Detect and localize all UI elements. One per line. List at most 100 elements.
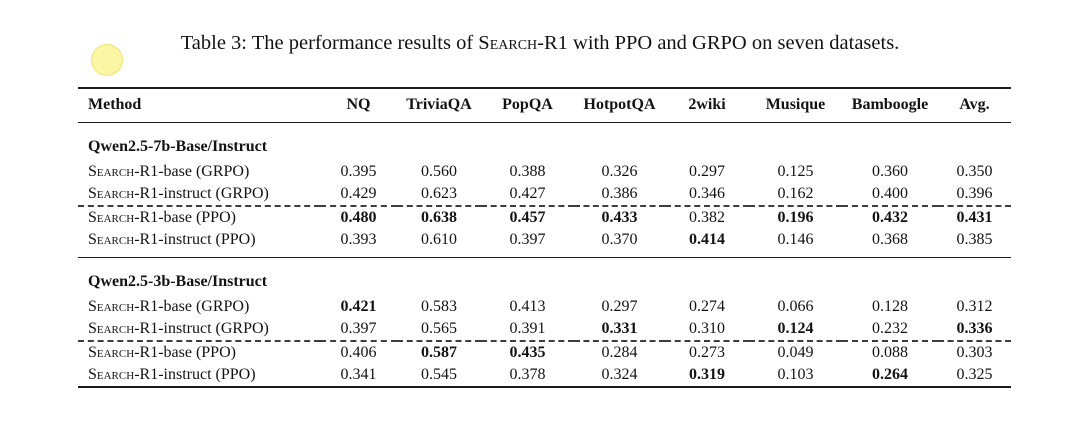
method-rest: -R1-base (GRPO) bbox=[134, 297, 250, 315]
table-caption: Table 3: The performance results of Sear… bbox=[0, 32, 1080, 55]
metric-value: 0.457 bbox=[481, 205, 574, 229]
method-smallcaps: Search bbox=[88, 209, 135, 226]
method-name: Search-R1-instruct (GRPO) bbox=[78, 318, 320, 341]
metric-value: 0.395 bbox=[340, 162, 377, 180]
metric-value: 0.341 bbox=[340, 366, 377, 383]
metric-value: 0.297 bbox=[689, 162, 725, 180]
method-name: Search-R1-base (GRPO) bbox=[78, 160, 320, 183]
table-row: Search-R1-base (GRPO) 0.395 0.560 0.388 … bbox=[78, 160, 1011, 183]
metric-value: 0.583 bbox=[421, 297, 457, 315]
table-row: Search-R1-base (GRPO) 0.421 0.583 0.413 … bbox=[78, 295, 1011, 318]
metric-value: 0.274 bbox=[689, 297, 725, 315]
metric-value: 0.346 bbox=[689, 185, 725, 202]
metric-value: 0.393 bbox=[320, 229, 397, 258]
method-name: Search-R1-instruct (PPO) bbox=[78, 229, 320, 258]
metric-value: 0.066 bbox=[777, 297, 814, 315]
metric-value: 0.297 bbox=[601, 297, 638, 315]
metric-value: 0.303 bbox=[938, 340, 1011, 364]
model-group-header-7b: Qwen2.5-7b-Base/Instruct bbox=[78, 122, 1011, 160]
metric-value: 0.427 bbox=[509, 185, 546, 202]
metric-value: 0.429 bbox=[340, 185, 377, 202]
metric-value: 0.400 bbox=[872, 185, 908, 202]
metric-value: 0.124 bbox=[777, 320, 814, 337]
column-header-avg: Avg. bbox=[938, 88, 1011, 123]
metric-value: 0.382 bbox=[665, 205, 749, 229]
metric-value: 0.232 bbox=[872, 320, 908, 337]
metric-value: 0.325 bbox=[956, 366, 993, 383]
metric-value: 0.273 bbox=[665, 340, 749, 364]
metric-value: 0.162 bbox=[777, 185, 814, 202]
column-header-method: Method bbox=[78, 88, 320, 123]
method-rest: -R1-instruct (PPO) bbox=[134, 231, 256, 249]
metric-value: 0.435 bbox=[481, 340, 574, 364]
metric-value: 0.264 bbox=[872, 366, 908, 383]
metric-value: 0.391 bbox=[509, 320, 546, 337]
method-smallcaps: Search bbox=[88, 320, 135, 337]
metric-value: 0.414 bbox=[665, 229, 749, 258]
metric-value: 0.587 bbox=[397, 340, 481, 364]
column-header-2wiki: 2wiki bbox=[665, 88, 749, 123]
metric-value: 0.431 bbox=[938, 205, 1011, 229]
method-rest: -R1-instruct (PPO) bbox=[134, 366, 256, 383]
header-row: Method NQ TriviaQA PopQA HotpotQA 2wiki … bbox=[78, 88, 1011, 123]
metric-value: 0.324 bbox=[601, 366, 638, 383]
column-header-popqa: PopQA bbox=[481, 88, 574, 123]
column-header-nq: NQ bbox=[320, 88, 397, 123]
column-header-bamboogle: Bamboogle bbox=[842, 88, 938, 123]
table-row: Search-R1-base (PPO) 0.480 0.638 0.457 0… bbox=[78, 205, 1011, 229]
metric-value: 0.312 bbox=[956, 297, 993, 315]
method-smallcaps: Search bbox=[88, 162, 135, 180]
metric-value: 0.623 bbox=[421, 185, 457, 202]
metric-value: 0.350 bbox=[956, 162, 993, 180]
method-rest: -R1-base (PPO) bbox=[134, 209, 236, 226]
metric-value: 0.146 bbox=[749, 229, 842, 258]
metric-value: 0.319 bbox=[689, 366, 725, 383]
model-group-title: Qwen2.5-3b-Base/Instruct bbox=[88, 272, 268, 290]
metric-value: 0.545 bbox=[421, 366, 457, 383]
table-row: Search-R1-instruct (GRPO) 0.429 0.623 0.… bbox=[78, 183, 1011, 206]
metric-value: 0.310 bbox=[689, 320, 725, 337]
caption-text: The performance results of bbox=[251, 32, 479, 54]
results-table: Method NQ TriviaQA PopQA HotpotQA 2wiki … bbox=[78, 87, 1011, 388]
metric-value: 0.049 bbox=[749, 340, 842, 364]
method-rest: -R1-base (PPO) bbox=[134, 344, 236, 361]
metric-value: 0.386 bbox=[601, 185, 638, 202]
method-name: Search-R1-base (GRPO) bbox=[78, 295, 320, 318]
column-header-musique: Musique bbox=[749, 88, 842, 123]
column-header-hotpotqa: HotpotQA bbox=[574, 88, 665, 123]
metric-value: 0.128 bbox=[872, 297, 908, 315]
metric-value: 0.413 bbox=[509, 297, 546, 315]
metric-value: 0.421 bbox=[340, 297, 377, 315]
metric-value: 0.396 bbox=[956, 185, 993, 202]
method-smallcaps: Search bbox=[88, 231, 135, 249]
metric-value: 0.284 bbox=[574, 340, 665, 364]
metric-value: 0.125 bbox=[777, 162, 814, 180]
method-smallcaps: Search bbox=[88, 366, 135, 383]
metric-value: 0.360 bbox=[872, 162, 908, 180]
model-group-title: Qwen2.5-7b-Base/Instruct bbox=[88, 137, 268, 155]
metric-value: 0.196 bbox=[749, 205, 842, 229]
method-name: Search-R1-base (PPO) bbox=[78, 340, 320, 364]
metric-value: 0.103 bbox=[777, 366, 814, 383]
caption-text-tail: -R1 with PPO and GRPO on seven datasets. bbox=[537, 32, 900, 54]
metric-value: 0.326 bbox=[601, 162, 638, 180]
metric-value: 0.432 bbox=[842, 205, 938, 229]
metric-value: 0.397 bbox=[340, 320, 377, 337]
metric-value: 0.560 bbox=[421, 162, 457, 180]
metric-value: 0.433 bbox=[574, 205, 665, 229]
metric-value: 0.397 bbox=[481, 229, 574, 258]
metric-value: 0.388 bbox=[509, 162, 546, 180]
model-group-header-3b: Qwen2.5-3b-Base/Instruct bbox=[78, 257, 1011, 295]
metric-value: 0.331 bbox=[601, 320, 638, 337]
method-smallcaps: Search bbox=[88, 297, 135, 315]
method-smallcaps: Search bbox=[88, 185, 135, 202]
metric-value: 0.088 bbox=[842, 340, 938, 364]
method-rest: -R1-instruct (GRPO) bbox=[134, 185, 269, 202]
method-name: Search-R1-base (PPO) bbox=[78, 205, 320, 229]
table-row: Search-R1-instruct (GRPO) 0.397 0.565 0.… bbox=[78, 318, 1011, 341]
metric-value: 0.378 bbox=[509, 366, 546, 383]
table-row: Search-R1-base (PPO) 0.406 0.587 0.435 0… bbox=[78, 340, 1011, 364]
metric-value: 0.610 bbox=[397, 229, 481, 258]
metric-value: 0.370 bbox=[574, 229, 665, 258]
metric-value: 0.336 bbox=[956, 320, 993, 337]
